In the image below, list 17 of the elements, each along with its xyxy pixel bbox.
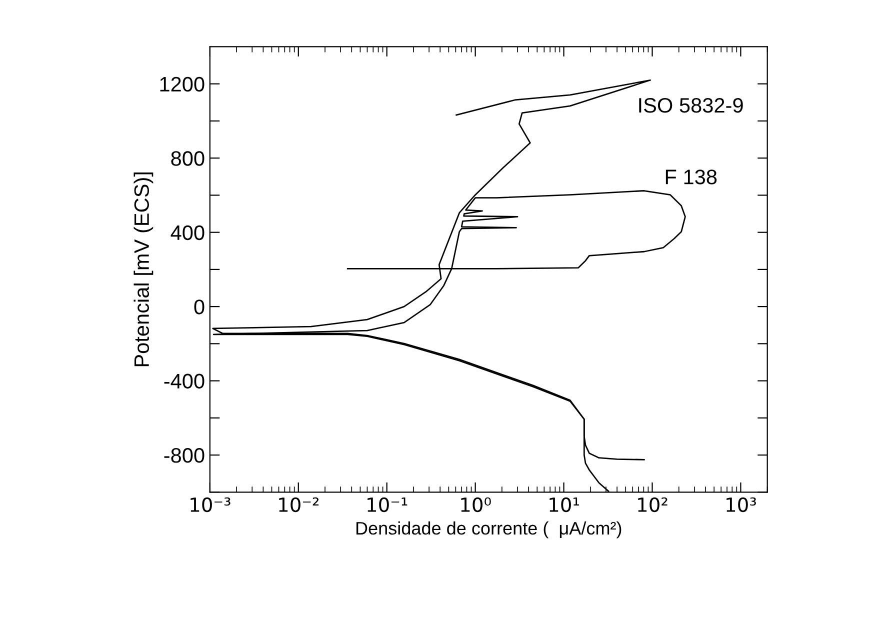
x-tick-label: 10⁻¹ [368, 497, 408, 512]
x-tick-label: 10⁻³ [190, 497, 230, 512]
y-tick-label: -400 [164, 374, 204, 389]
y-tick-label: 0 [194, 300, 204, 314]
y-axis-title: Potencial [mV (ECS)] [134, 172, 154, 366]
x-tick-label: 10² [638, 497, 668, 512]
y-tick-label: 800 [171, 151, 204, 166]
x-tick-label: 10⁰ [461, 497, 491, 512]
y-tick-label: 1200 [160, 76, 204, 92]
legend-label: ISO 5832-9 [639, 98, 743, 113]
series-label: F 138 [666, 170, 717, 184]
x-axis-title: Densidade de corrente ( μA/cm²) [356, 521, 622, 538]
y-tick-label: -800 [164, 448, 204, 463]
x-tick-label: 10⁻² [279, 497, 319, 512]
x-tick-label: 10¹ [550, 497, 579, 512]
x-tick-label: 10³ [726, 497, 756, 512]
y-tick-label: 400 [170, 225, 204, 240]
